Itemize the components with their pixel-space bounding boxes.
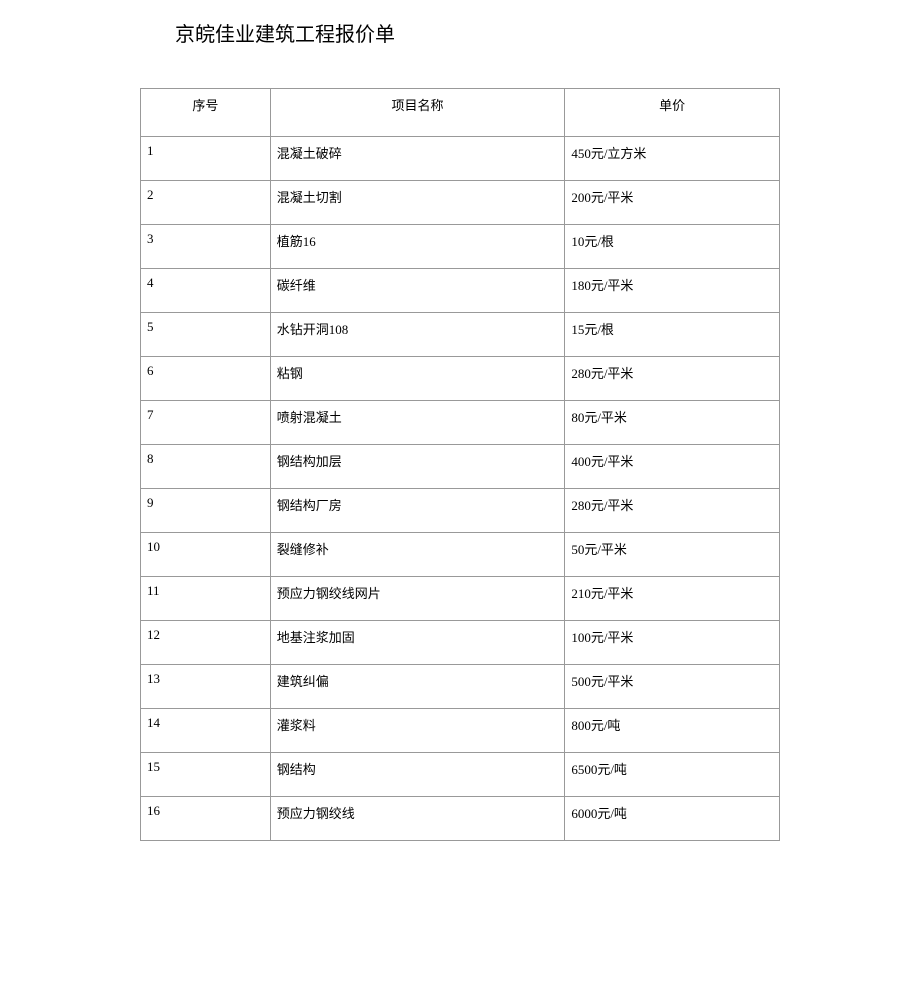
cell-seq: 7 xyxy=(141,401,271,445)
cell-seq: 5 xyxy=(141,313,271,357)
table-row: 7 喷射混凝土 80元/平米 xyxy=(141,401,780,445)
table-row: 1 混凝土破碎 450元/立方米 xyxy=(141,137,780,181)
cell-price: 210元/平米 xyxy=(565,577,780,621)
cell-seq: 10 xyxy=(141,533,271,577)
cell-price: 6000元/吨 xyxy=(565,797,780,841)
cell-seq: 6 xyxy=(141,357,271,401)
cell-price: 80元/平米 xyxy=(565,401,780,445)
cell-price: 180元/平米 xyxy=(565,269,780,313)
cell-name: 灌浆料 xyxy=(270,709,565,753)
cell-price: 800元/吨 xyxy=(565,709,780,753)
cell-seq: 11 xyxy=(141,577,271,621)
cell-name: 钢结构加层 xyxy=(270,445,565,489)
table-row: 9 钢结构厂房 280元/平米 xyxy=(141,489,780,533)
cell-name: 建筑纠偏 xyxy=(270,665,565,709)
cell-name: 预应力钢绞线 xyxy=(270,797,565,841)
table-body: 1 混凝土破碎 450元/立方米 2 混凝土切割 200元/平米 3 植筋16 … xyxy=(141,137,780,841)
cell-seq: 8 xyxy=(141,445,271,489)
cell-seq: 16 xyxy=(141,797,271,841)
cell-price: 500元/平米 xyxy=(565,665,780,709)
cell-seq: 12 xyxy=(141,621,271,665)
cell-price: 280元/平米 xyxy=(565,357,780,401)
cell-seq: 9 xyxy=(141,489,271,533)
table-row: 11 预应力钢绞线网片 210元/平米 xyxy=(141,577,780,621)
cell-seq: 15 xyxy=(141,753,271,797)
cell-price: 400元/平米 xyxy=(565,445,780,489)
cell-seq: 14 xyxy=(141,709,271,753)
cell-seq: 3 xyxy=(141,225,271,269)
table-row: 10 裂缝修补 50元/平米 xyxy=(141,533,780,577)
table-row: 3 植筋16 10元/根 xyxy=(141,225,780,269)
cell-name: 混凝土破碎 xyxy=(270,137,565,181)
table-row: 8 钢结构加层 400元/平米 xyxy=(141,445,780,489)
cell-name: 混凝土切割 xyxy=(270,181,565,225)
table-row: 12 地基注浆加固 100元/平米 xyxy=(141,621,780,665)
column-header-name: 项目名称 xyxy=(270,89,565,137)
table-row: 14 灌浆料 800元/吨 xyxy=(141,709,780,753)
table-row: 2 混凝土切割 200元/平米 xyxy=(141,181,780,225)
table-row: 6 粘钢 280元/平米 xyxy=(141,357,780,401)
table-row: 4 碳纤维 180元/平米 xyxy=(141,269,780,313)
cell-name: 植筋16 xyxy=(270,225,565,269)
cell-price: 200元/平米 xyxy=(565,181,780,225)
page-title: 京皖佳业建筑工程报价单 xyxy=(175,18,395,47)
cell-seq: 13 xyxy=(141,665,271,709)
cell-name: 钢结构 xyxy=(270,753,565,797)
cell-price: 280元/平米 xyxy=(565,489,780,533)
cell-seq: 4 xyxy=(141,269,271,313)
cell-seq: 1 xyxy=(141,137,271,181)
cell-price: 15元/根 xyxy=(565,313,780,357)
column-header-price: 单价 xyxy=(565,89,780,137)
cell-price: 450元/立方米 xyxy=(565,137,780,181)
table-row: 5 水钻开洞108 15元/根 xyxy=(141,313,780,357)
cell-price: 6500元/吨 xyxy=(565,753,780,797)
cell-name: 裂缝修补 xyxy=(270,533,565,577)
cell-name: 水钻开洞108 xyxy=(270,313,565,357)
cell-seq: 2 xyxy=(141,181,271,225)
column-header-seq: 序号 xyxy=(141,89,271,137)
cell-name: 地基注浆加固 xyxy=(270,621,565,665)
cell-price: 50元/平米 xyxy=(565,533,780,577)
cell-price: 100元/平米 xyxy=(565,621,780,665)
table-row: 16 预应力钢绞线 6000元/吨 xyxy=(141,797,780,841)
cell-name: 粘钢 xyxy=(270,357,565,401)
cell-price: 10元/根 xyxy=(565,225,780,269)
cell-name: 喷射混凝土 xyxy=(270,401,565,445)
table-row: 15 钢结构 6500元/吨 xyxy=(141,753,780,797)
cell-name: 钢结构厂房 xyxy=(270,489,565,533)
table-row: 13 建筑纠偏 500元/平米 xyxy=(141,665,780,709)
quote-table: 序号 项目名称 单价 1 混凝土破碎 450元/立方米 2 混凝土切割 200元… xyxy=(140,88,780,841)
table-header-row: 序号 项目名称 单价 xyxy=(141,89,780,137)
cell-name: 预应力钢绞线网片 xyxy=(270,577,565,621)
cell-name: 碳纤维 xyxy=(270,269,565,313)
